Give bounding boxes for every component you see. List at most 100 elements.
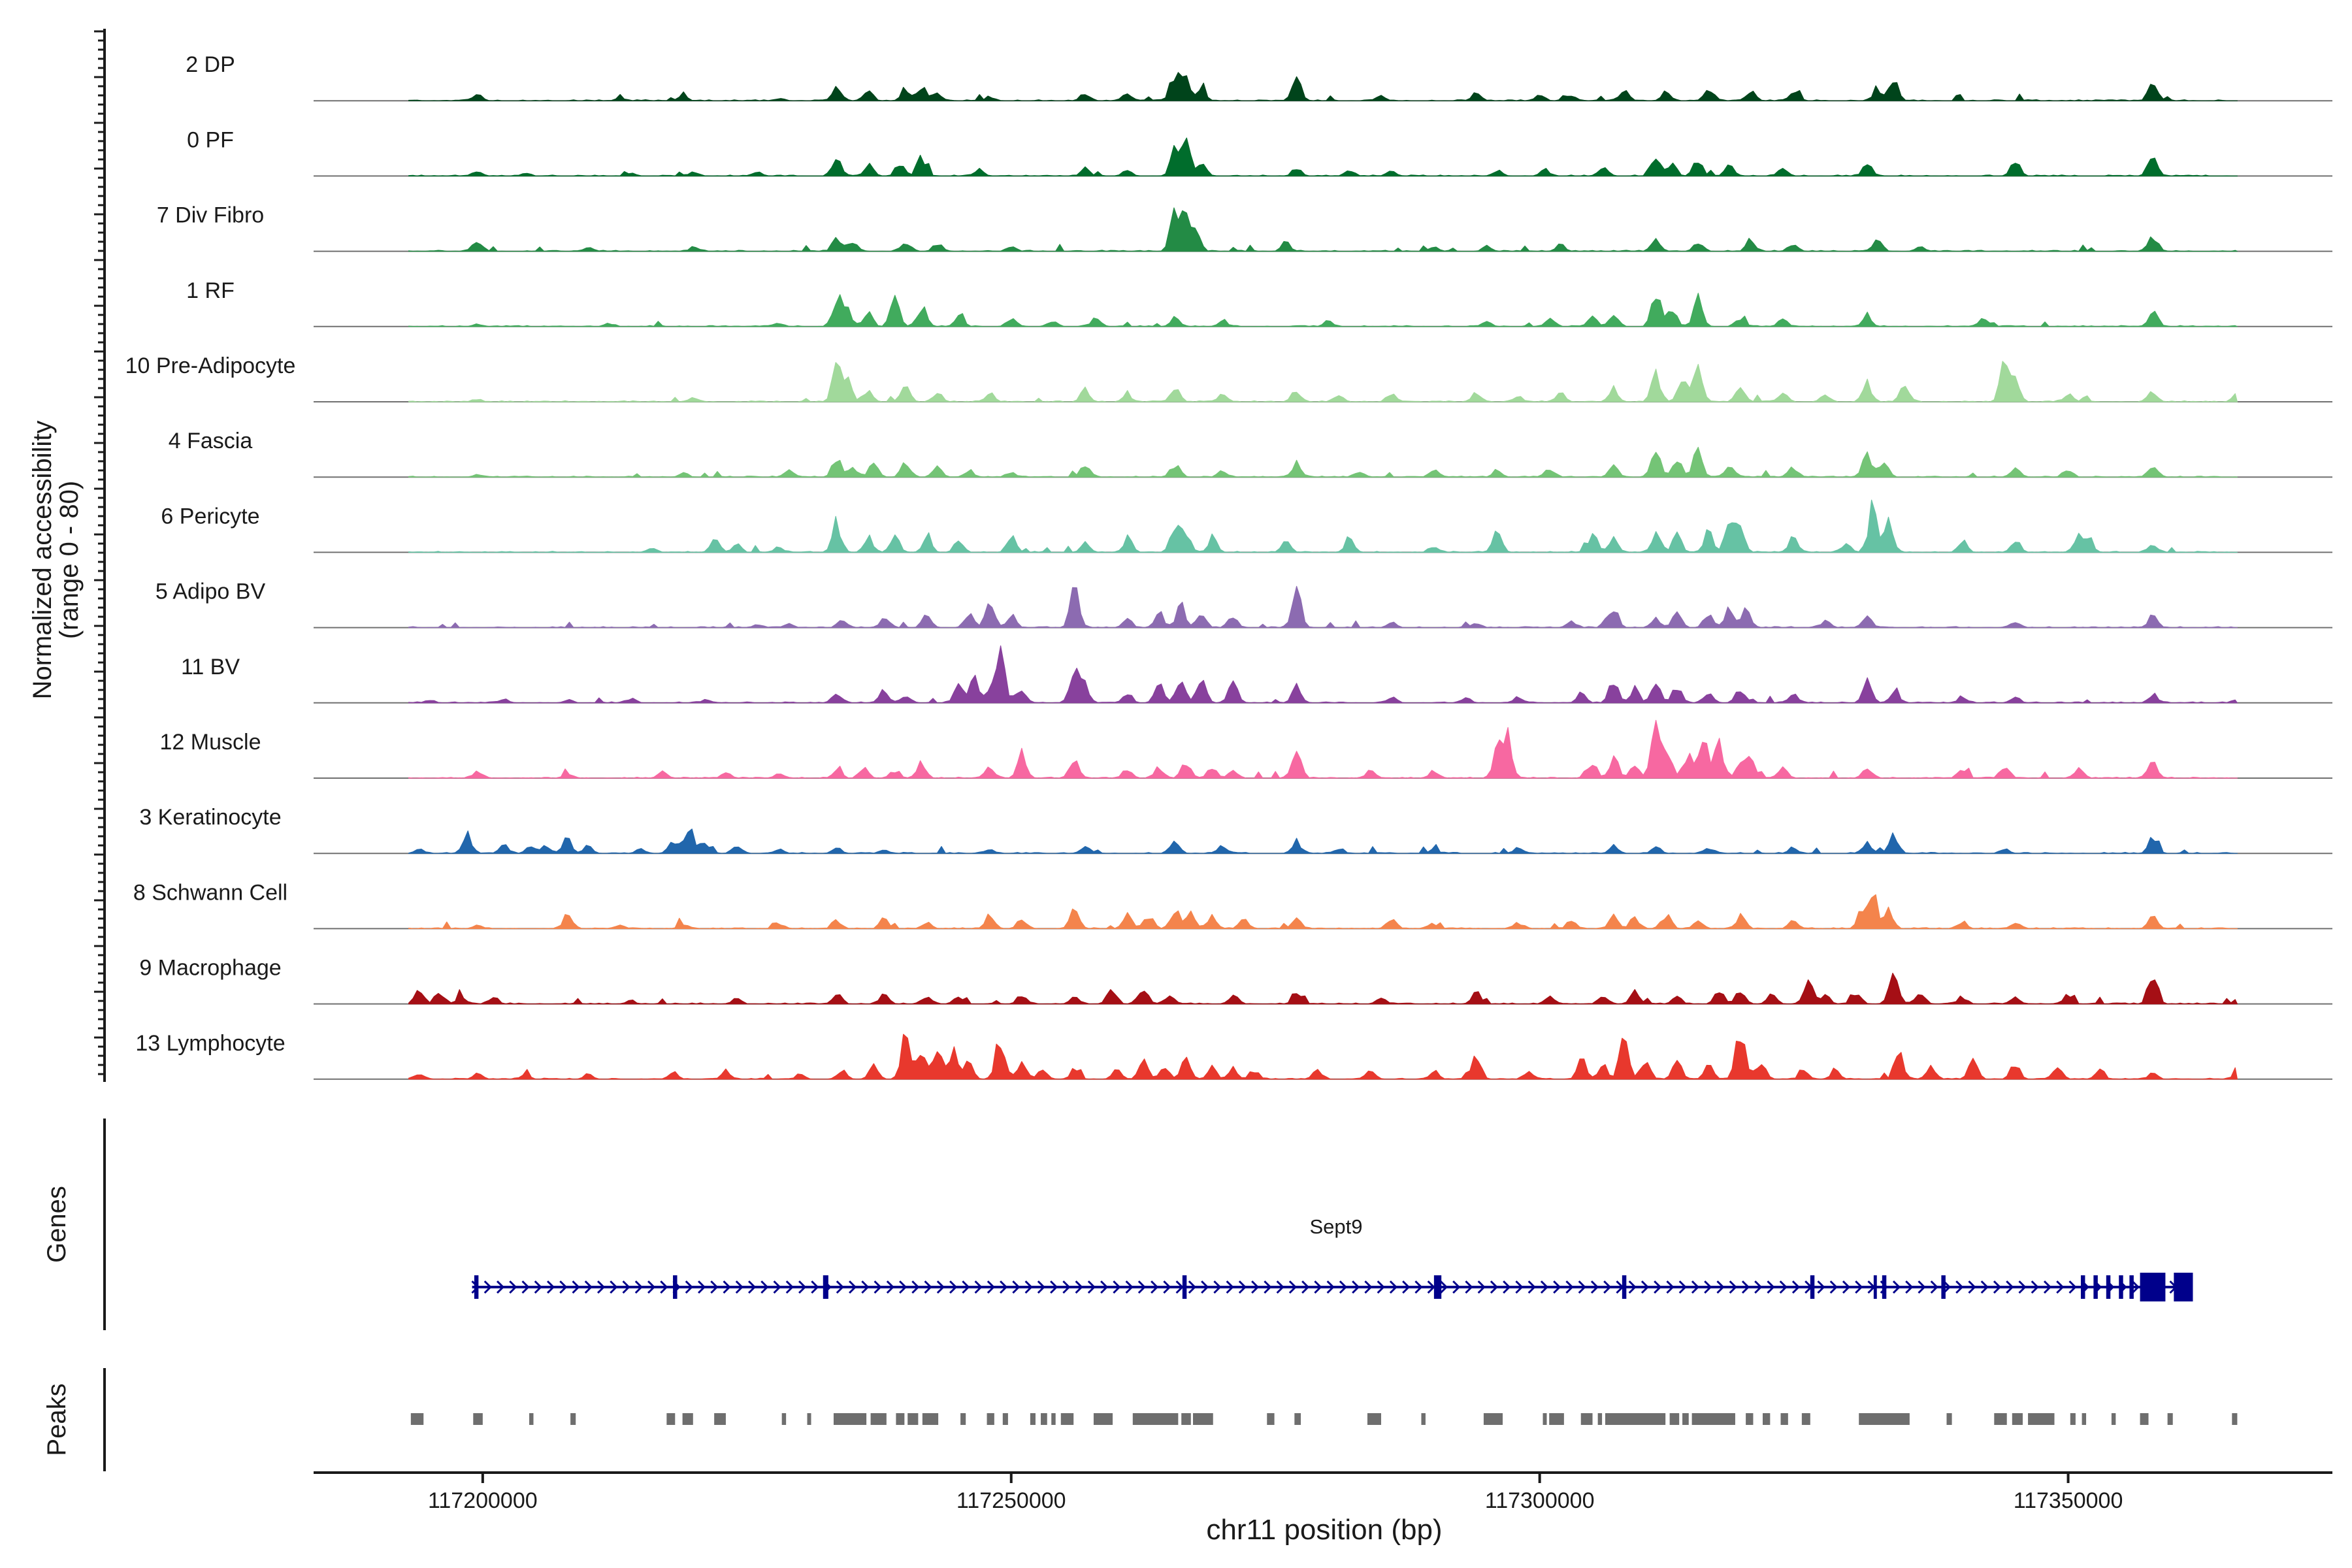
track-label-6-pericyte: 6 Pericyte [161,504,259,529]
strand-arrow [1993,1280,2002,1294]
signal-9-macrophage [408,972,2238,1005]
strand-arrow [1226,1280,1234,1294]
exon [823,1275,828,1299]
strand-arrow [2006,1280,2014,1294]
strand-arrow [1163,1280,1171,1294]
peak-region [714,1413,726,1425]
signal-12-muscle [408,719,2238,779]
strand-arrow [1855,1280,1863,1294]
strand-arrow [584,1280,593,1294]
signal-2-dp [408,72,2238,101]
strand-arrow [1678,1280,1687,1294]
strand-arrow [1540,1280,1549,1294]
peak-region [1597,1413,1603,1425]
signal-7-div-fibro [408,207,2238,252]
signal-11-bv [408,645,2238,704]
strand-arrow [1729,1280,1737,1294]
strand-arrow [1968,1280,1976,1294]
strand-arrow [1527,1280,1536,1294]
peak-region [1605,1413,1666,1425]
genes-panel-label: Genes [42,1186,71,1263]
track-label-7-div-fibro: 7 Div Fibro [157,203,264,228]
strand-arrow [1364,1280,1373,1294]
strand-arrow [1439,1280,1448,1294]
peak-region [833,1413,867,1425]
strand-arrow [924,1280,932,1294]
strand-arrow [483,1280,492,1294]
peak-region [1763,1413,1771,1425]
strand-arrow [1000,1280,1008,1294]
exon [2106,1275,2111,1299]
strand-arrow [1477,1280,1486,1294]
peak-region [987,1413,994,1425]
peak-region [2070,1413,2076,1425]
signal-6-pericyte [408,499,2238,553]
strand-arrow [1791,1280,1801,1294]
strand-arrow [1050,1280,1058,1294]
peak-region [1132,1413,1179,1425]
exon [2119,1275,2123,1299]
signal-0-pf [408,137,2238,176]
peak-region [1801,1413,1810,1425]
peak-region [1267,1413,1275,1425]
strand-arrow [849,1280,857,1294]
peak-region [1859,1413,1910,1425]
strand-arrow [1113,1280,1121,1294]
x-tick-label: 117300000 [1485,1488,1595,1513]
strand-arrow [1553,1280,1561,1294]
strand-arrow [723,1280,731,1294]
exon [1873,1275,1877,1299]
exon [2093,1275,2098,1299]
strand-arrow [1125,1280,1134,1294]
exon [673,1275,678,1299]
strand-arrow [660,1280,668,1294]
track-label-2-dp: 2 DP [186,52,235,77]
strand-arrow [1377,1280,1385,1294]
strand-arrow [1037,1280,1045,1294]
strand-arrow [1716,1280,1725,1294]
peak-region [1421,1413,1426,1425]
strand-arrow [1691,1280,1700,1294]
strand-arrow [496,1280,505,1294]
strand-arrow [697,1280,706,1294]
accessibility-tracks [408,72,2238,1080]
peak-regions [410,1413,2238,1425]
signal-5-adipo-bv [408,585,2238,629]
strand-arrow [1075,1280,1083,1294]
peak-region [1669,1413,1680,1425]
track-label-1-rf: 1 RF [186,278,235,303]
strand-arrow [1628,1280,1637,1294]
strand-arrow [534,1280,542,1294]
peak-region [2082,1413,2087,1425]
peak-region [570,1413,576,1425]
peak-region [1549,1413,1564,1425]
strand-arrow [886,1280,894,1294]
strand-arrow [1590,1280,1599,1294]
signal-13-lymphocyte [408,1034,2238,1080]
strand-arrow [2056,1280,2065,1294]
strand-arrow [1603,1280,1612,1294]
track-label-13-lymphocyte: 13 Lymphocyte [135,1031,285,1056]
peak-region [1691,1413,1735,1425]
x-axis-label: chr11 position (bp) [1206,1514,1442,1546]
strand-arrow [1829,1280,1838,1294]
strand-arrow [1087,1280,1096,1294]
exon [1882,1275,1887,1299]
strand-arrow [911,1280,920,1294]
x-axis-ticks: 117200000 117250000 117300000 117350000 [428,1473,2123,1513]
strand-arrow [1779,1280,1788,1294]
peak-region [1294,1413,1301,1425]
strand-arrow [1175,1280,1184,1294]
peak-region [1682,1413,1689,1425]
peak-region [1483,1413,1503,1425]
peak-region [2012,1413,2023,1425]
peak-region [1543,1413,1547,1425]
peak-region [1041,1413,1047,1425]
peak-region [2167,1413,2173,1425]
strand-arrow [1767,1280,1775,1294]
utr-exon [2140,1273,2166,1301]
peak-region [2232,1413,2238,1425]
track-label-0-pf: 0 PF [187,127,234,152]
strand-arrow [1414,1280,1423,1294]
